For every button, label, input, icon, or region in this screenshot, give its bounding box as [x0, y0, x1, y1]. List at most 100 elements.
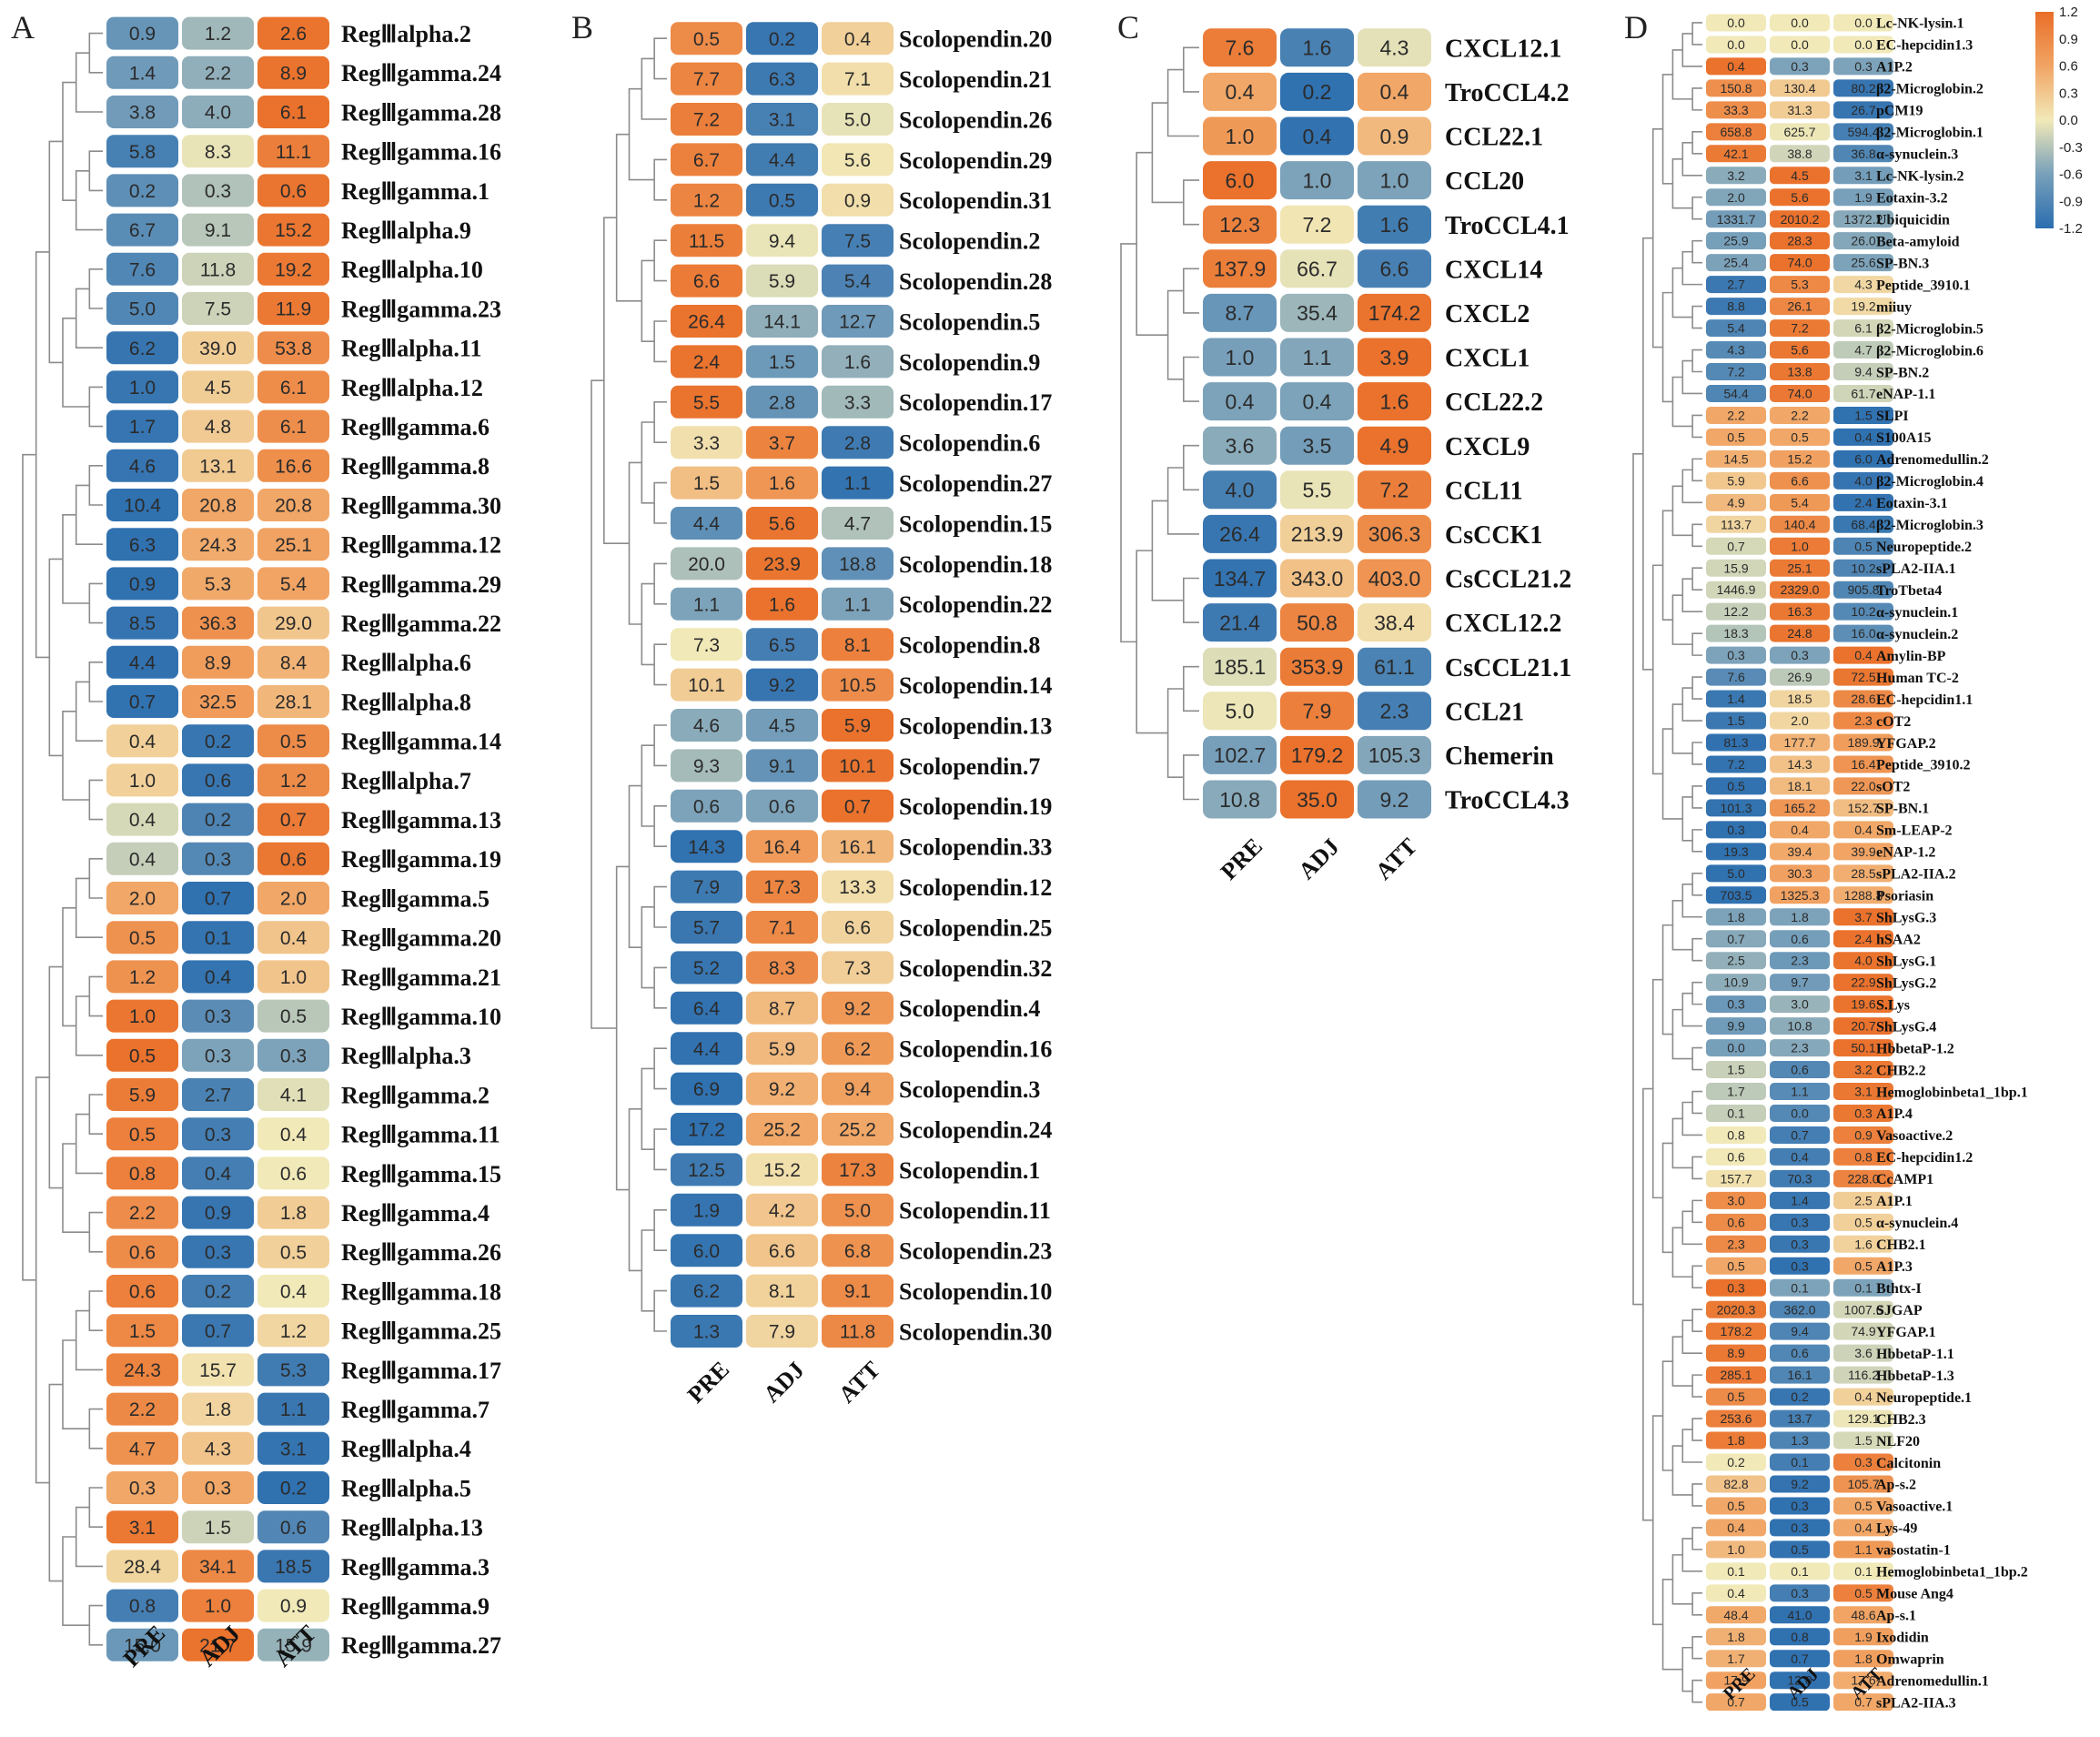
- cell-value: 5.4: [280, 574, 308, 595]
- cell-value: 0.7: [1727, 932, 1745, 946]
- cell-value: 5.0: [844, 110, 871, 131]
- heatmap-cell: [106, 763, 178, 797]
- row-label: RegⅢgamma.14: [341, 729, 501, 755]
- heatmap-cell: [1358, 205, 1431, 244]
- heatmap-cell: [182, 16, 254, 50]
- cell-value: 8.3: [205, 142, 231, 163]
- heatmap-cell: [1833, 668, 1893, 686]
- cell-value: 0.4: [1226, 80, 1255, 104]
- cell-value: 0.9: [129, 574, 156, 595]
- cell-value: 6.1: [1854, 321, 1873, 336]
- heatmap-cell: [822, 1072, 894, 1106]
- row-label: CCL21: [1445, 698, 1524, 726]
- cell-value: 10.9: [1723, 975, 1748, 990]
- heatmap-cell: [746, 951, 818, 985]
- cell-value: 152.7: [1847, 801, 1879, 815]
- dendrogram-branch: [62, 1143, 90, 1233]
- dendrogram-branch: [1661, 291, 1673, 403]
- cell-value: 10.4: [124, 496, 161, 517]
- cell-value: 5.5: [1303, 479, 1332, 502]
- cell-value: 5.6: [1791, 190, 1809, 205]
- cell-value: 0.5: [129, 1045, 156, 1066]
- heatmap-cell: [1706, 1693, 1766, 1712]
- cell-value: 1.9: [1854, 190, 1873, 205]
- row-label: Scolopendin.9: [899, 349, 1040, 376]
- column-label: PRE: [118, 1620, 170, 1671]
- heatmap-cell: [1358, 692, 1431, 731]
- dendrogram-branch: [1691, 1308, 1702, 1332]
- cell-value: 1.2: [129, 967, 156, 988]
- heatmap-cell: [1833, 646, 1893, 664]
- cell-value: 4.4: [693, 1039, 721, 1060]
- dendrogram-branch: [1691, 1679, 1702, 1703]
- heatmap-cell: [106, 685, 178, 718]
- cell-value: 1.1: [693, 594, 720, 615]
- heatmap-cell: [1706, 341, 1766, 359]
- heatmap-cell: [822, 547, 894, 581]
- heatmap-cell: [1770, 712, 1830, 730]
- row-label: miiuy: [1876, 299, 1912, 315]
- row-label: Chemerin: [1445, 742, 1554, 771]
- heatmap-cell: [1833, 1519, 1893, 1537]
- row-label: RegⅢgamma.16: [341, 139, 501, 166]
- dendrogram-branch: [1691, 1527, 1702, 1550]
- heatmap-cell: [1706, 1322, 1766, 1340]
- cell-value: 6.8: [844, 1241, 871, 1262]
- dendrogram-branch: [1632, 452, 1643, 1306]
- cell-value: 10.2: [1851, 604, 1875, 619]
- row-label: RegⅢgamma.11: [341, 1122, 500, 1148]
- cell-value: 7.9: [693, 877, 720, 898]
- heatmap-cell: [746, 668, 818, 702]
- heatmap-cell: [1833, 471, 1893, 490]
- cell-value: 1446.9: [1717, 582, 1756, 597]
- cell-value: 2.4: [1854, 932, 1873, 946]
- heatmap-cell: [257, 1353, 329, 1387]
- cell-value: 5.9: [769, 1039, 795, 1060]
- heatmap-cell: [1833, 1126, 1893, 1144]
- heatmap-cell: [1770, 995, 1830, 1014]
- heatmap-cell: [822, 62, 894, 96]
- cell-value: 34.1: [199, 1557, 237, 1578]
- cell-value: 6.6: [844, 918, 871, 939]
- dendrogram-branch: [603, 217, 630, 544]
- heatmap-cell: [1358, 293, 1431, 332]
- heatmap-cell: [1706, 1671, 1766, 1690]
- heatmap-cell: [182, 489, 254, 521]
- cell-value: 4.3: [205, 1439, 231, 1459]
- cell-value: 0.3: [1854, 59, 1873, 74]
- dendrogram-branch: [1691, 742, 1702, 765]
- heatmap-cell: [1280, 382, 1354, 421]
- dendrogram-branch: [1671, 1117, 1693, 1169]
- dendrogram-branch: [48, 1383, 63, 1582]
- heatmap-cell: [1280, 780, 1354, 819]
- heatmap-cell: [1770, 733, 1830, 752]
- heatmap-cell: [257, 1275, 329, 1308]
- cell-value: 185.1: [1214, 655, 1267, 679]
- heatmap-cell: [257, 1078, 329, 1111]
- row-label: Calcitonin: [1876, 1456, 1941, 1471]
- cell-value: 9.2: [769, 1079, 795, 1100]
- row-label: SP-BN.1: [1876, 802, 1929, 817]
- row-label: CHB2.2: [1876, 1063, 1926, 1078]
- heatmap-cell: [671, 345, 742, 379]
- heatmap-cell: [1706, 35, 1766, 54]
- heatmap-cell: [1280, 72, 1354, 111]
- heatmap-cell: [1770, 908, 1830, 926]
- cell-value: 1.4: [1791, 1193, 1809, 1207]
- heatmap-cell: [1770, 1453, 1830, 1471]
- heatmap-cell: [1833, 1693, 1893, 1712]
- cell-value: 0.3: [1854, 1106, 1873, 1121]
- cell-value: 25.1: [1787, 560, 1812, 575]
- cell-value: 25.6: [1851, 256, 1875, 270]
- heatmap-cell: [257, 1628, 329, 1661]
- heatmap-cell: [106, 96, 178, 128]
- heatmap-cell: [182, 292, 254, 325]
- heatmap-cell: [746, 264, 818, 298]
- cell-value: 9.4: [1791, 1324, 1809, 1338]
- cell-value: 4.4: [769, 150, 796, 171]
- cell-value: 0.4: [1791, 1149, 1809, 1164]
- cell-value: 7.9: [769, 1322, 795, 1343]
- cell-value: 0.1: [1791, 1564, 1809, 1579]
- heatmap-cell: [1833, 14, 1893, 32]
- row-label: eNAP-1.2: [1876, 845, 1935, 861]
